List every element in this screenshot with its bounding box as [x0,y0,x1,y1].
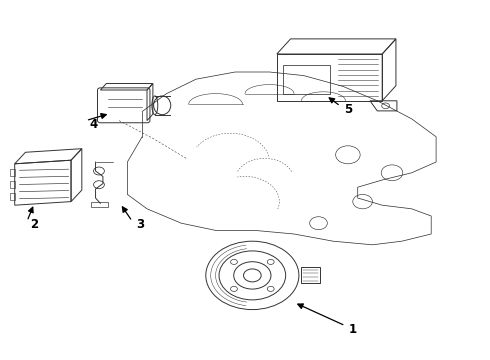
Text: 5: 5 [344,103,352,116]
Text: 4: 4 [89,118,98,131]
Text: 1: 1 [349,323,357,336]
Text: 3: 3 [136,219,144,231]
Text: 2: 2 [30,219,39,231]
